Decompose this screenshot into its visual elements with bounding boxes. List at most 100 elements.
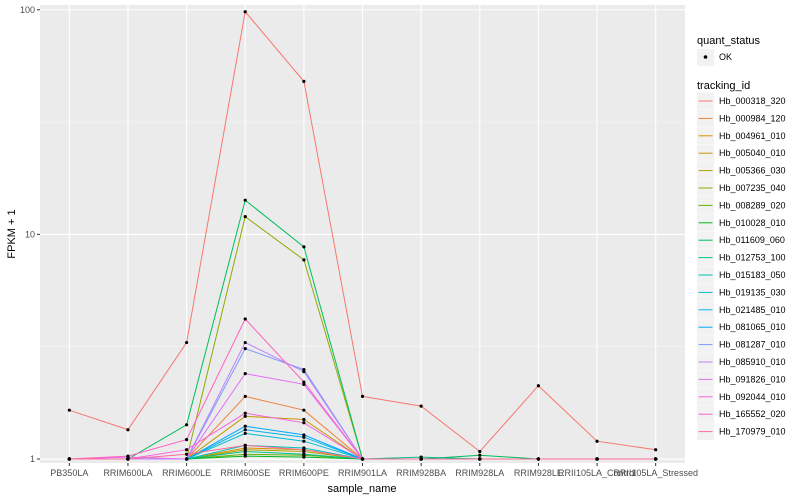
legend-label: Hb_010028_010	[719, 218, 786, 228]
x-tick-label: RRIM600LE	[162, 468, 211, 478]
data-point	[243, 10, 247, 14]
x-tick-label: RRII105LA_Stressed	[613, 468, 698, 478]
data-point	[536, 384, 541, 388]
data-point	[243, 414, 247, 418]
data-point	[302, 448, 306, 452]
data-point	[184, 438, 189, 442]
shape-legend-title: quant_status	[697, 35, 760, 47]
data-point	[536, 457, 541, 461]
x-tick-label: RRIM928BA	[396, 468, 446, 478]
legend-label: Hb_019135_030	[719, 287, 786, 297]
y-tick-label: 1	[30, 454, 35, 464]
legend: quant_status OK tracking_id Hb_000318_320 Hb…	[697, 35, 786, 441]
data-point	[595, 457, 599, 461]
data-point	[243, 411, 247, 415]
y-tick-label: 10	[25, 229, 35, 239]
x-tick-label: RRIM928LA	[455, 468, 504, 478]
data-point	[243, 317, 247, 321]
data-point	[360, 457, 365, 461]
legend-label: Hb_170979_010	[719, 427, 786, 437]
x-axis-title: sample_name	[327, 483, 396, 495]
data-point	[184, 340, 189, 345]
legend-label: Hb_091826_010	[719, 374, 786, 384]
data-point	[243, 443, 247, 447]
x-tick-label: RRIM600SE	[220, 468, 270, 478]
data-point	[243, 449, 247, 454]
legend-label: Hb_005366_030	[719, 166, 786, 176]
data-point	[243, 215, 247, 219]
x-tick-label: RRIM928LE	[514, 468, 563, 478]
data-point	[419, 404, 423, 408]
y-axis-title: FPKM + 1	[6, 209, 18, 258]
legend-label: Hb_165552_020	[719, 409, 786, 419]
data-point	[302, 408, 306, 412]
data-points	[67, 10, 658, 461]
data-point	[302, 435, 306, 439]
x-axis-ticks: PB350LA RRIM600LA RRIM600LE RRIM600SE RRIM60…	[50, 463, 698, 478]
data-point	[302, 382, 306, 386]
legend-label: Hb_005040_010	[719, 148, 786, 158]
legend-shape-key	[703, 55, 708, 59]
data-point	[126, 457, 130, 461]
data-point	[302, 417, 306, 422]
data-point	[243, 198, 247, 202]
data-point	[184, 448, 189, 452]
data-point	[302, 455, 306, 459]
legend-label: Hb_081287_010	[719, 340, 786, 350]
x-tick-label: PB350LA	[50, 468, 88, 478]
legend-label: Hb_081065_010	[719, 322, 786, 332]
legend-label: Hb_004961_010	[719, 131, 786, 141]
y-tick-label: 100	[20, 5, 35, 15]
data-point	[243, 424, 247, 428]
data-point	[67, 457, 71, 461]
data-point	[478, 453, 482, 457]
legend-label: Hb_085910_010	[719, 357, 786, 367]
legend-label: Hb_012753_100	[719, 253, 786, 263]
data-point	[243, 428, 247, 432]
data-point	[243, 431, 247, 436]
data-point	[184, 423, 189, 427]
x-tick-label: RRII105LA_Control	[558, 468, 636, 478]
legend-label: Hb_007235_040	[719, 183, 786, 193]
data-point	[302, 79, 306, 83]
data-point	[184, 457, 189, 461]
y-axis-ticks: 1 10 100	[20, 5, 40, 464]
x-tick-label: RRIM600PE	[279, 468, 329, 478]
data-point	[302, 380, 306, 384]
legend-label: Hb_008289_020	[719, 200, 786, 210]
data-point	[478, 449, 482, 454]
data-point	[654, 457, 658, 461]
legend-label: Hb_021485_010	[719, 305, 786, 315]
data-point	[478, 457, 482, 461]
color-legend-title: tracking_id	[697, 80, 750, 92]
legend-label: Hb_000984_120	[719, 113, 786, 123]
data-point	[654, 448, 658, 452]
data-point	[302, 258, 306, 262]
data-point	[302, 452, 306, 456]
data-point	[302, 439, 306, 443]
data-point	[419, 457, 423, 461]
data-point	[302, 421, 306, 425]
legend-label: OK	[719, 52, 732, 62]
data-point	[243, 394, 247, 399]
data-point	[126, 428, 130, 432]
data-point	[595, 439, 599, 443]
data-point	[302, 245, 306, 249]
legend-label: Hb_011609_060	[719, 235, 785, 245]
x-tick-label: RRIM901LA	[338, 468, 387, 478]
data-point	[243, 347, 247, 351]
data-point	[243, 372, 247, 376]
data-point	[126, 454, 130, 458]
data-point	[243, 454, 247, 458]
data-point	[243, 340, 247, 345]
data-point	[360, 394, 365, 399]
data-point	[302, 369, 306, 374]
legend-label: Hb_015183_050	[719, 270, 786, 280]
legend-label: Hb_092044_010	[719, 392, 786, 402]
data-point	[302, 433, 306, 437]
x-tick-label: RRIM600LA	[103, 468, 152, 478]
legend-label: Hb_000318_320	[719, 96, 786, 106]
data-point	[67, 408, 71, 412]
data-point	[184, 452, 189, 456]
